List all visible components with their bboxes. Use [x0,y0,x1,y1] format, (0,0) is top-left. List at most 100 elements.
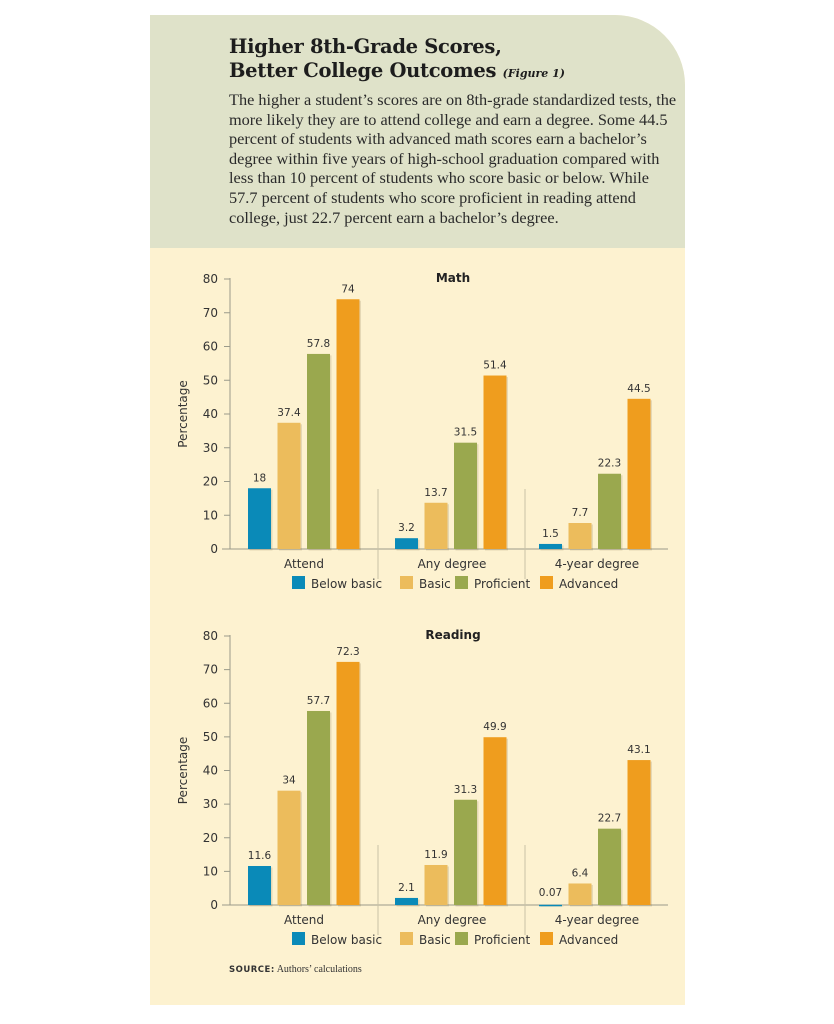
data-label: 2.1 [398,882,415,894]
y-tick-label: 50 [203,730,218,744]
title-line-2: Better College Outcomes [229,59,497,82]
figure-panel: Higher 8th-Grade Scores, Better College … [150,15,685,1005]
y-tick-label: 10 [203,508,218,522]
bar-proficient [307,710,330,905]
bar-shadow [540,906,564,907]
y-tick-label: 0 [210,542,218,556]
chart-reading: 0 10 20 30 40 50 60 70 80 Percentage Reading Attend… [176,628,668,947]
y-tick-label: 20 [203,475,218,489]
bar-proficient [454,799,477,905]
data-label: 18 [253,472,266,484]
data-label: 11.6 [248,850,272,862]
bar-below-basic [395,897,418,905]
data-label: 31.5 [454,427,477,439]
figure-description: The higher a student’s scores are on 8th… [229,90,677,227]
category-label: Attend [284,913,324,927]
legend-label: Below basic [311,577,382,591]
bar-below-basic [248,488,271,549]
source-note: SOURCE: Authors’ calculations [229,964,362,975]
legend-label: Basic [419,577,451,591]
figure-header: Higher 8th-Grade Scores, Better College … [150,15,685,248]
data-label: 3.2 [398,522,415,534]
category-label: Any degree [418,557,487,571]
figure-title: Higher 8th-Grade Scores, Better College … [229,35,565,86]
y-tick-label: 70 [203,306,218,320]
y-tick-label: 80 [203,629,218,643]
data-label: 72.3 [336,646,359,658]
legend-swatch-basic [400,576,413,589]
y-tick-label: 20 [203,831,218,845]
data-label: 0.07 [539,887,562,899]
y-tick-label: 0 [210,898,218,912]
source-text: Authors’ calculations [276,964,362,975]
y-tick-label: 60 [203,340,218,354]
title-line-1: Higher 8th-Grade Scores, [229,35,502,58]
legend-label: Advanced [559,577,618,591]
bar-basic [277,790,301,905]
bar-advanced [627,760,651,905]
category-label: Any degree [418,913,487,927]
figure-label: (Figure 1) [502,67,565,80]
bar-proficient [307,353,330,549]
legend-swatch-basic [400,932,413,945]
y-tick-label: 80 [203,272,218,286]
category-label: 4-year degree [555,557,639,571]
bar-advanced [336,661,360,905]
data-label: 13.7 [424,487,447,499]
legend-swatch-advanced [540,932,553,945]
data-label: 43.1 [627,744,650,756]
data-label: 37.4 [277,407,301,419]
legend-label: Proficient [474,933,531,947]
data-label: 57.8 [307,338,330,350]
data-label: 49.9 [483,721,506,733]
data-label: 22.3 [598,458,621,470]
y-tick-label: 50 [203,373,218,387]
y-tick-label: 70 [203,663,218,677]
bar-proficient [598,828,621,905]
chart-title: Reading [425,628,480,642]
chart-math: 0 10 20 30 40 50 60 70 80 Percentage Math Attend Any… [176,271,668,591]
legend-swatch-proficient [455,576,468,589]
y-axis-label: Percentage [176,380,190,448]
bar-advanced [336,299,360,549]
legend-swatch-proficient [455,932,468,945]
category-label: 4-year degree [555,913,639,927]
bar-basic [424,502,448,549]
bar-proficient [598,473,621,549]
data-label: 44.5 [627,383,650,395]
y-tick-label: 40 [203,764,218,778]
data-label: 51.4 [483,360,507,372]
data-label: 1.5 [542,528,559,540]
legend-label: Basic [419,933,451,947]
bar-proficient [454,442,477,549]
source-label: SOURCE: [229,965,275,975]
data-label: 74 [341,283,355,295]
bar-below-basic [248,865,271,905]
bar-advanced [627,398,651,549]
bar-below-basic [539,904,562,907]
chart-title: Math [436,271,470,285]
bar-basic [568,883,592,905]
data-label: 34 [282,775,296,787]
bar-advanced [483,737,507,905]
legend-swatch-advanced [540,576,553,589]
bar-basic [568,523,592,549]
bar-basic [277,422,301,549]
legend-label: Proficient [474,577,531,591]
legend-swatch-below-basic [292,576,305,589]
y-tick-label: 10 [203,864,218,878]
legend-label: Below basic [311,933,382,947]
category-label: Attend [284,557,324,571]
bar-basic [424,864,448,905]
bar-advanced [483,375,507,549]
y-axis-label: Percentage [176,737,190,805]
data-label: 31.3 [454,784,477,796]
y-tick-label: 40 [203,407,218,421]
bar-below-basic [539,543,562,549]
data-label: 7.7 [572,507,589,519]
legend-label: Advanced [559,933,618,947]
y-tick-label: 30 [203,441,218,455]
bar-below-basic [395,538,418,549]
y-tick-label: 30 [203,797,218,811]
